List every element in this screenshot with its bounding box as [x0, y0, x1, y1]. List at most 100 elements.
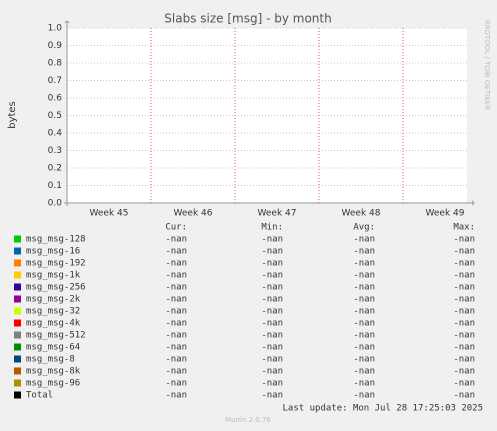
legend-stat: -nan [453, 391, 475, 401]
legend-stat: -nan [353, 271, 375, 281]
legend-swatch [14, 307, 21, 315]
legend-stat: -nan [261, 247, 283, 257]
legend-stat: -nan [353, 355, 375, 365]
x-tick-label: Week 47 [258, 209, 297, 219]
legend-stat: -nan [353, 367, 375, 377]
legend-stat: -nan [353, 259, 375, 269]
y-tick-label: 0.6 [48, 94, 63, 104]
last-update: Last update: Mon Jul 28 17:25:03 2025 [283, 404, 483, 414]
legend-stat: -nan [453, 295, 475, 305]
legend-stat: -nan [165, 391, 187, 401]
y-tick-label: 0.1 [48, 181, 62, 191]
legend-stat: -nan [353, 247, 375, 257]
y-tick-label: 0.0 [48, 199, 63, 209]
legend-stat: -nan [353, 295, 375, 305]
legend-stat: -nan [453, 235, 475, 245]
y-tick-label: 0.4 [48, 129, 63, 139]
footer: Munin 2.0.76 [225, 416, 271, 424]
legend-stat: -nan [261, 367, 283, 377]
legend-stat: -nan [165, 247, 187, 257]
legend-stat: -nan [261, 307, 283, 317]
legend-swatch [14, 259, 21, 267]
legend-label: msg_msg-16 [26, 247, 80, 257]
legend-label: msg_msg-8 [26, 355, 75, 365]
legend-swatch [14, 379, 21, 387]
legend-stat: -nan [165, 355, 187, 365]
y-tick-label: 0.8 [48, 59, 63, 69]
legend-stat: -nan [261, 259, 283, 269]
legend-label: msg_msg-128 [26, 235, 86, 245]
legend-stat: -nan [261, 283, 283, 293]
legend-header: Min: [261, 223, 283, 233]
legend-stat: -nan [353, 379, 375, 389]
legend-stat: -nan [453, 367, 475, 377]
legend-label: Total [26, 391, 53, 401]
legend-label: msg_msg-512 [26, 331, 86, 341]
legend-swatch [14, 367, 21, 375]
x-tick-label: Week 48 [342, 209, 381, 219]
legend-stat: -nan [353, 391, 375, 401]
legend-label: msg_msg-4k [26, 319, 81, 329]
legend-swatch [14, 295, 21, 303]
legend-swatch [14, 331, 21, 339]
legend-stat: -nan [261, 295, 283, 305]
legend-stat: -nan [165, 367, 187, 377]
legend-stat: -nan [453, 247, 475, 257]
legend-stat: -nan [353, 307, 375, 317]
legend-swatch [14, 391, 21, 399]
y-tick-label: 0.7 [48, 76, 62, 86]
legend-stat: -nan [165, 331, 187, 341]
legend-stat: -nan [165, 379, 187, 389]
x-arrow [472, 200, 475, 206]
legend-stat: -nan [453, 355, 475, 365]
legend-stat: -nan [353, 283, 375, 293]
legend-stat: -nan [261, 355, 283, 365]
y-tick-label: 0.2 [48, 164, 62, 174]
legend-header: Max: [453, 223, 475, 233]
legend-stat: -nan [261, 235, 283, 245]
legend-header: Cur: [165, 223, 187, 233]
legend-stat: -nan [453, 283, 475, 293]
legend-label: msg_msg-192 [26, 259, 86, 269]
legend-swatch [14, 235, 21, 243]
x-tick-label: Week 46 [174, 209, 213, 219]
legend-stat: -nan [453, 319, 475, 329]
legend-stat: -nan [165, 283, 187, 293]
legend-swatch [14, 283, 21, 291]
legend-stat: -nan [353, 235, 375, 245]
legend-label: msg_msg-64 [26, 343, 80, 353]
legend-label: msg_msg-8k [26, 367, 81, 377]
legend-swatch [14, 247, 21, 255]
legend-stat: -nan [453, 271, 475, 281]
legend-stat: -nan [453, 379, 475, 389]
legend-stat: -nan [453, 259, 475, 269]
legend-stat: -nan [453, 307, 475, 317]
legend-label: msg_msg-96 [26, 379, 80, 389]
legend-swatch [14, 343, 21, 351]
legend-label: msg_msg-1k [26, 271, 81, 281]
y-tick-label: 0.9 [48, 41, 63, 51]
legend-stat: -nan [165, 235, 187, 245]
legend-stat: -nan [261, 343, 283, 353]
legend-stat: -nan [261, 319, 283, 329]
chart-title: Slabs size [msg] - by month [164, 12, 331, 26]
y-tick-label: 1.0 [48, 24, 63, 34]
x-tick-label: Week 45 [90, 209, 129, 219]
y-tick-label: 0.3 [48, 146, 62, 156]
legend-stat: -nan [261, 379, 283, 389]
legend-swatch [14, 355, 21, 363]
legend-stat: -nan [261, 271, 283, 281]
legend-stat: -nan [261, 391, 283, 401]
y-tick-label: 0.5 [48, 111, 62, 121]
legend-stat: -nan [165, 295, 187, 305]
legend-stat: -nan [353, 319, 375, 329]
legend-stat: -nan [353, 331, 375, 341]
legend-stat: -nan [353, 343, 375, 353]
y-arrow [64, 20, 70, 23]
legend-label: msg_msg-2k [26, 295, 81, 305]
legend-swatch [14, 319, 21, 327]
legend-label: msg_msg-256 [26, 283, 86, 293]
side-note: RRDTOOL / TOBI OETIKER [483, 20, 491, 110]
